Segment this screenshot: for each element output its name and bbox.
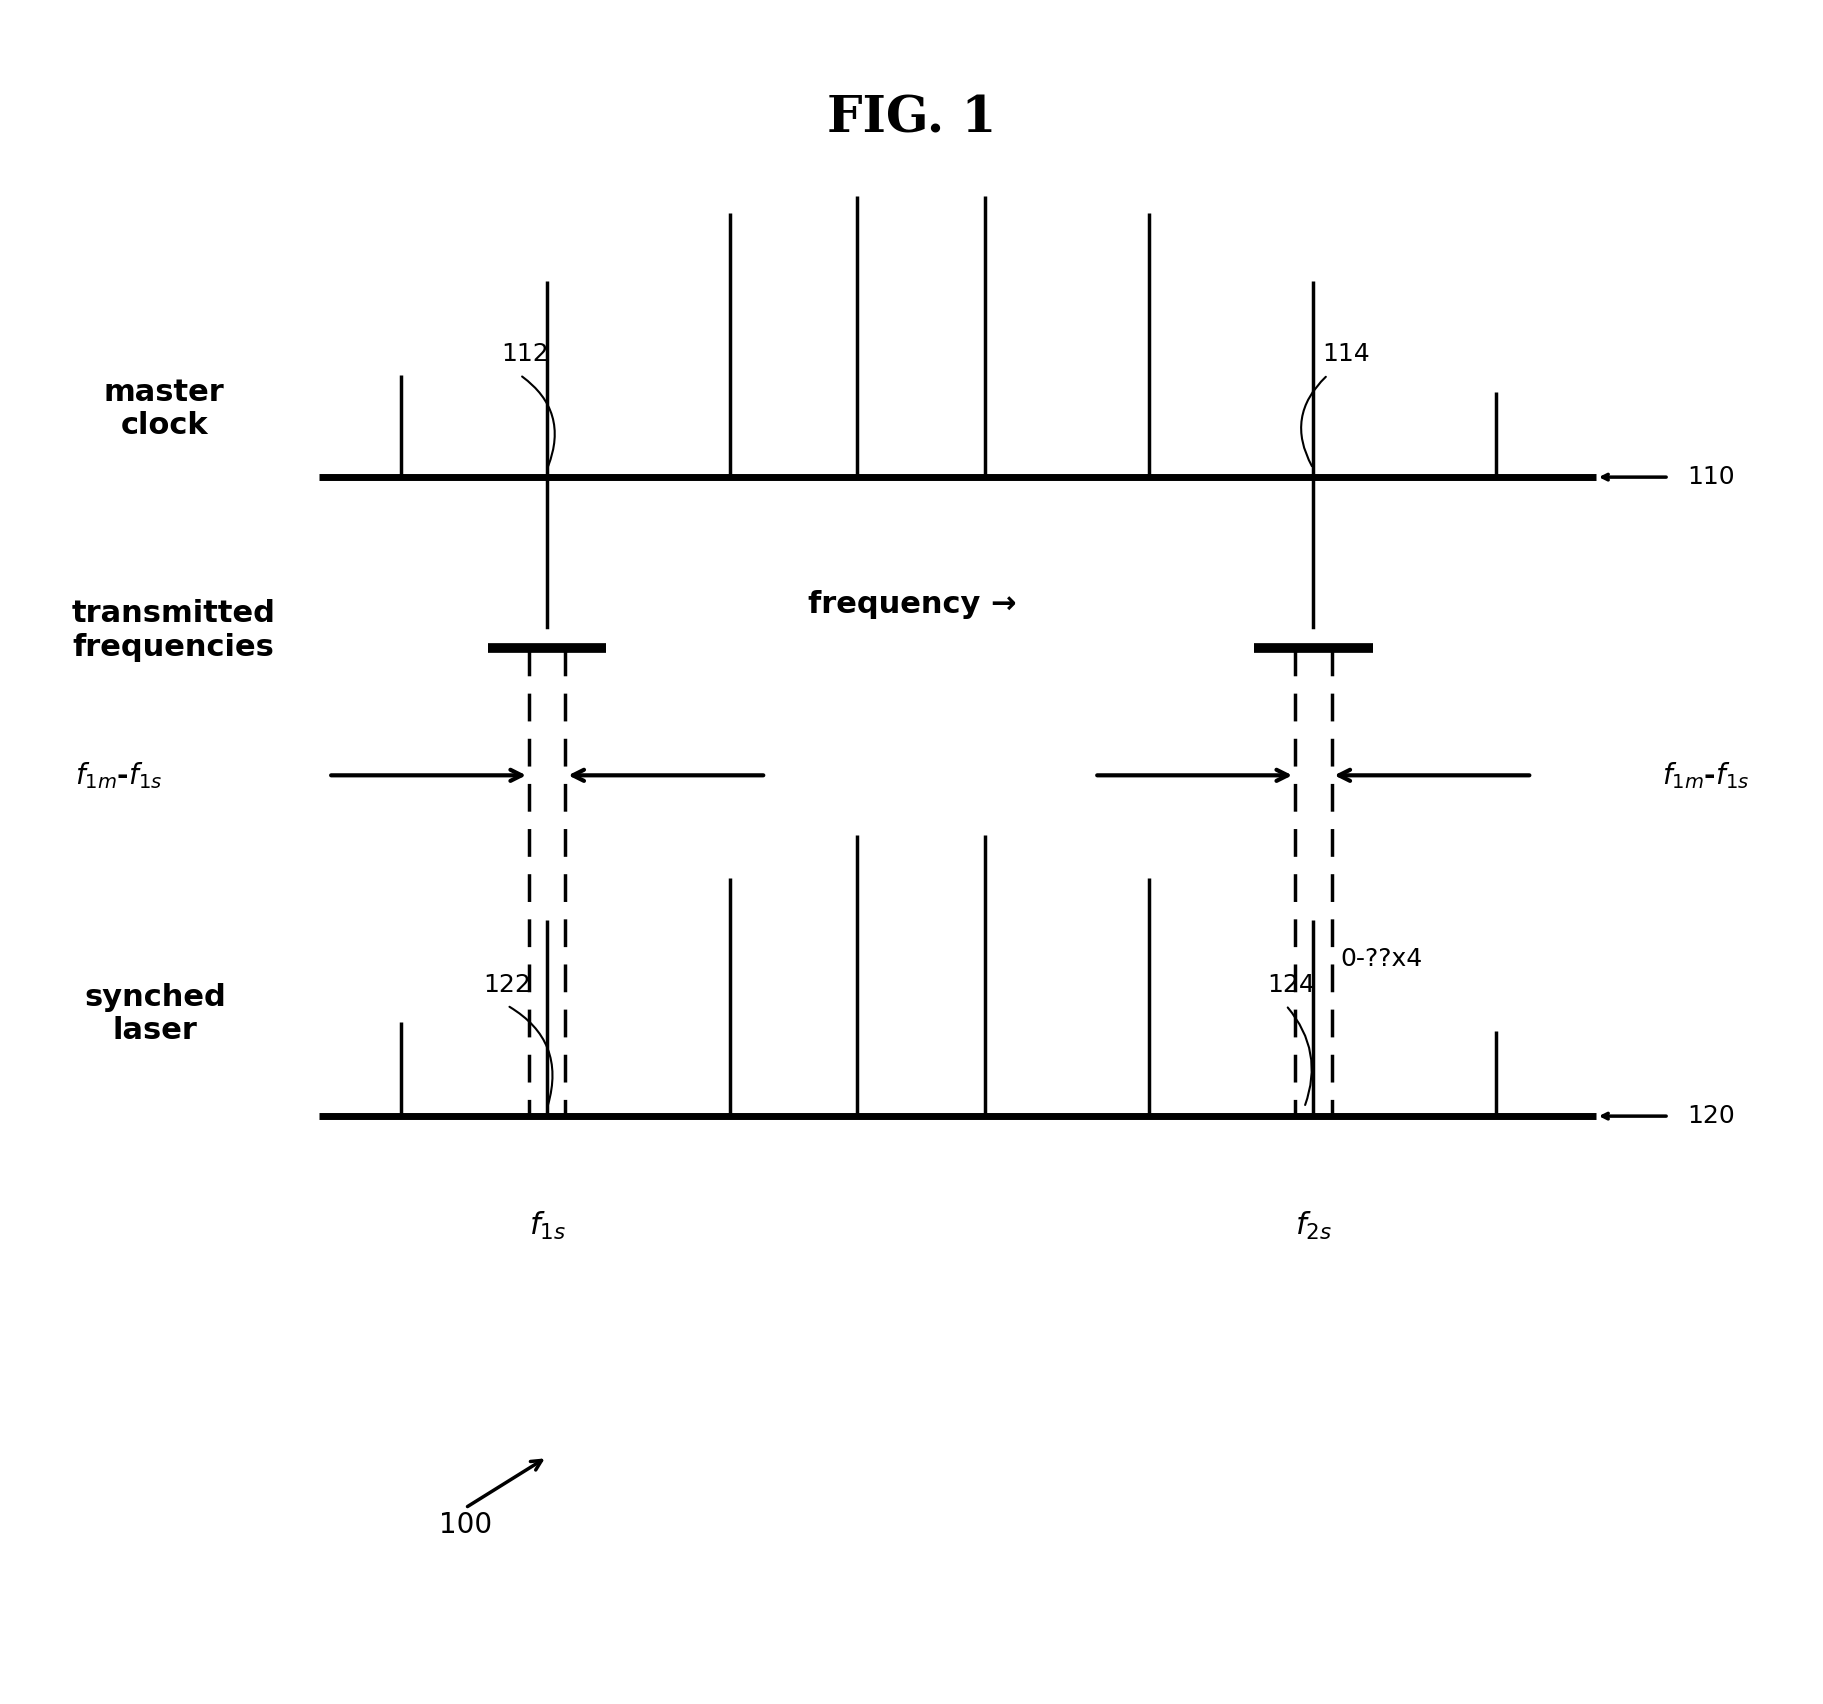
Text: $f_{1m}$-$f_{1s}$: $f_{1m}$-$f_{1s}$ xyxy=(75,760,162,791)
Text: transmitted
frequencies: transmitted frequencies xyxy=(71,600,275,661)
Text: 120: 120 xyxy=(1686,1104,1734,1128)
Text: 114: 114 xyxy=(1322,343,1369,366)
Text: synched
laser: synched laser xyxy=(84,983,226,1045)
Text: master
clock: master clock xyxy=(104,378,224,440)
Text: 112: 112 xyxy=(501,343,549,366)
Text: 124: 124 xyxy=(1267,973,1314,997)
Text: 0-??x4: 0-??x4 xyxy=(1340,947,1422,971)
Text: frequency →: frequency → xyxy=(808,590,1015,620)
Text: $f_{2s}$: $f_{2s}$ xyxy=(1294,1210,1331,1242)
Text: $f_{1m}$-$f_{1s}$: $f_{1m}$-$f_{1s}$ xyxy=(1661,760,1748,791)
Text: $f_{1s}$: $f_{1s}$ xyxy=(529,1210,565,1242)
Text: 100: 100 xyxy=(438,1511,492,1539)
Text: 110: 110 xyxy=(1686,465,1734,489)
Text: 122: 122 xyxy=(483,973,530,997)
Text: FIG. 1: FIG. 1 xyxy=(828,95,995,143)
